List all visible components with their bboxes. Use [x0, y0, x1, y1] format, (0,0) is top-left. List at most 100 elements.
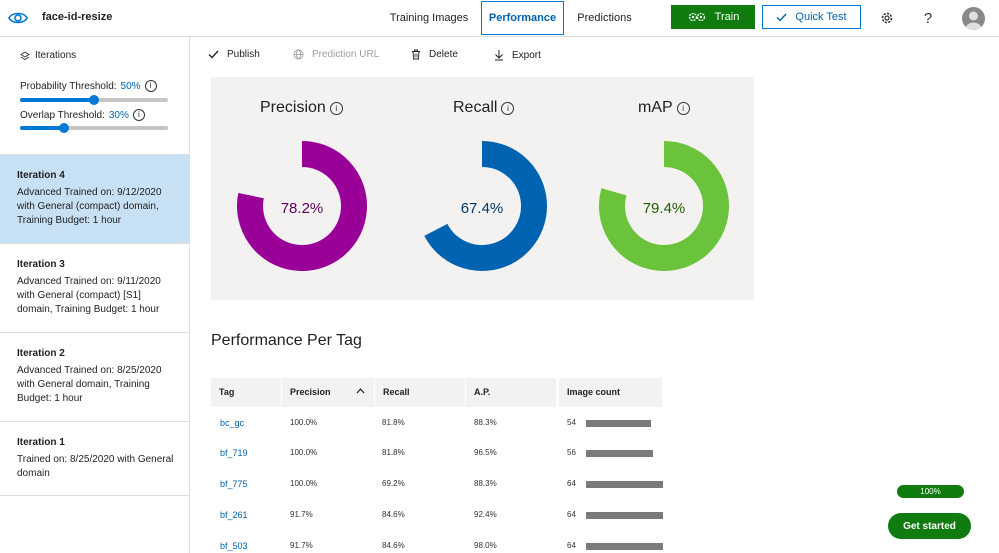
overlap-threshold-value: 30%: [108, 109, 129, 121]
slider-thumb[interactable]: [89, 95, 99, 105]
cell-ap: 96.5%: [474, 448, 497, 457]
slider-thumb[interactable]: [59, 123, 70, 133]
cell-recall: 81.8%: [382, 448, 405, 457]
image-count-bar: [586, 543, 663, 550]
column-header-recall[interactable]: Recall: [375, 378, 465, 407]
layers-icon: [20, 50, 30, 60]
recall-arc: [424, 141, 547, 271]
iteration-description: Advanced Trained on: 8/25/2020 with Gene…: [17, 365, 162, 404]
cell-recall: 84.6%: [382, 541, 405, 550]
iteration-title: Iteration 2: [17, 348, 65, 359]
column-header-tag[interactable]: Tag: [211, 378, 281, 407]
delete-label: Delete: [429, 49, 458, 60]
onboarding-progress: 100%: [897, 485, 964, 498]
train-label: Train: [714, 11, 740, 23]
iteration-item-1[interactable]: Iteration 1 Trained on: 8/25/2020 with G…: [0, 422, 190, 496]
precision-arc: [237, 141, 367, 271]
cell-precision: 91.7%: [290, 541, 313, 550]
top-header: face-id-resize Training Images Performan…: [0, 0, 999, 37]
get-started-button[interactable]: Get started: [888, 513, 971, 539]
trash-icon: [412, 49, 420, 60]
cell-ap: 88.3%: [474, 479, 497, 488]
performance-per-tag-title: Performance Per Tag: [211, 332, 362, 349]
cell-ap: 92.4%: [474, 510, 497, 519]
tab-performance[interactable]: Performance: [481, 1, 564, 35]
iteration-title: Iteration 4: [17, 170, 65, 181]
map-value: 79.4%: [642, 200, 686, 217]
cell-count: 64: [567, 510, 576, 519]
cell-count: 64: [567, 479, 576, 488]
gear-icon[interactable]: [879, 10, 895, 26]
map-title: mAP i: [638, 99, 690, 117]
cell-count: 54: [567, 418, 576, 427]
tag-link[interactable]: bf_719: [220, 448, 248, 458]
gears-icon: [688, 12, 705, 22]
column-header-precision-label: Precision: [290, 387, 331, 397]
globe-icon: [293, 49, 304, 60]
iteration-description: Trained on: 8/25/2020 with General domai…: [17, 454, 174, 479]
info-icon[interactable]: i: [501, 101, 515, 115]
column-header-ap[interactable]: A.P.: [466, 378, 556, 407]
iteration-item-3[interactable]: Iteration 3 Advanced Trained on: 9/11/20…: [0, 244, 190, 333]
cell-recall: 69.2%: [382, 479, 405, 488]
tab-training-images[interactable]: Training Images: [389, 12, 469, 24]
quick-test-button[interactable]: Quick Test: [762, 5, 861, 29]
project-name[interactable]: face-id-resize: [42, 11, 113, 23]
iteration-title: Iteration 3: [17, 259, 65, 270]
cell-count: 56: [567, 448, 576, 457]
avatar[interactable]: [962, 7, 985, 30]
tag-link[interactable]: bc_gc: [220, 418, 245, 428]
sort-ascending-icon[interactable]: [356, 388, 365, 394]
cell-ap: 98.0%: [474, 541, 497, 550]
image-count-bar: [586, 512, 663, 519]
precision-title-text: Precision: [260, 99, 326, 116]
image-count-bar: [586, 450, 653, 457]
cell-precision: 100.0%: [290, 479, 318, 488]
iterations-heading: Iterations: [20, 50, 76, 61]
probability-threshold-label: Probability Threshold: 50% i: [20, 80, 157, 92]
recall-title: Recall i: [453, 99, 515, 117]
train-button[interactable]: Train: [671, 5, 755, 29]
iteration-title: Iteration 1: [17, 437, 65, 448]
iteration-item-4[interactable]: Iteration 4 Advanced Trained on: 9/12/20…: [0, 154, 190, 244]
quick-test-label: Quick Test: [795, 11, 847, 23]
tag-link[interactable]: bf_503: [220, 541, 248, 551]
info-icon[interactable]: i: [676, 101, 690, 115]
probability-threshold-text: Probability Threshold:: [20, 80, 117, 92]
iterations-heading-label: Iterations: [35, 50, 77, 61]
column-header-precision[interactable]: Precision: [282, 378, 374, 407]
delete-button[interactable]: Delete: [411, 49, 458, 60]
probability-threshold-slider[interactable]: [20, 95, 168, 105]
recall-value: 67.4%: [460, 200, 504, 217]
eye-icon[interactable]: [8, 9, 28, 27]
cell-count: 64: [567, 541, 576, 550]
help-icon[interactable]: ?: [923, 9, 933, 27]
cell-precision: 91.7%: [290, 510, 313, 519]
tag-link[interactable]: bf_261: [220, 510, 248, 520]
cell-precision: 100.0%: [290, 448, 318, 457]
export-button[interactable]: Export: [494, 49, 541, 61]
map-title-text: mAP: [638, 99, 673, 116]
prediction-url-label: Prediction URL: [312, 49, 380, 60]
precision-value: 78.2%: [280, 200, 324, 217]
column-header-image-count[interactable]: Image count: [559, 378, 662, 407]
publish-label: Publish: [227, 49, 260, 60]
iteration-item-2[interactable]: Iteration 2 Advanced Trained on: 8/25/20…: [0, 333, 190, 422]
info-icon[interactable]: i: [329, 101, 343, 115]
info-icon[interactable]: i: [144, 80, 157, 92]
overlap-threshold-label: Overlap Threshold: 30% i: [20, 109, 145, 121]
iterations-sidebar: Iterations Probability Threshold: 50% i …: [0, 37, 190, 553]
cell-ap: 88.3%: [474, 418, 497, 427]
tab-predictions[interactable]: Predictions: [577, 12, 632, 24]
probability-threshold-value: 50%: [120, 80, 141, 92]
precision-title: Precision i: [260, 99, 343, 117]
prediction-url-button[interactable]: Prediction URL: [293, 49, 379, 60]
download-icon: [495, 50, 503, 61]
tag-link[interactable]: bf_775: [220, 479, 248, 489]
export-label: Export: [512, 49, 541, 61]
publish-button[interactable]: Publish: [208, 49, 260, 60]
overlap-threshold-slider[interactable]: [20, 123, 168, 133]
image-count-bar: [586, 420, 651, 427]
iteration-description: Advanced Trained on: 9/11/2020 with Gene…: [17, 276, 161, 315]
info-icon[interactable]: i: [132, 109, 145, 121]
